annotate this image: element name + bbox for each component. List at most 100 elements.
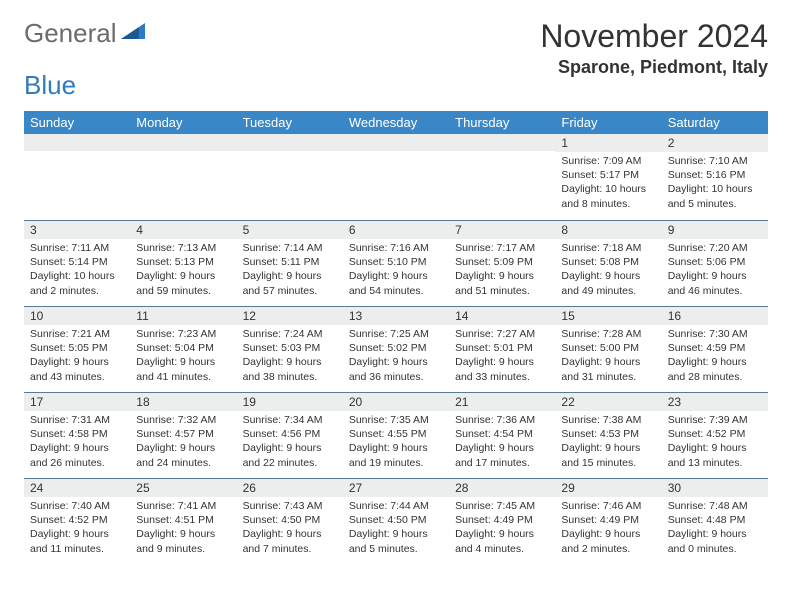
day-number: 11 <box>130 306 236 325</box>
calendar-day-cell: 29Sunrise: 7:46 AMSunset: 4:49 PMDayligh… <box>555 478 661 564</box>
weekday-header: Tuesday <box>237 111 343 134</box>
day-details: Sunrise: 7:41 AMSunset: 4:51 PMDaylight:… <box>130 497 236 560</box>
day-details: Sunrise: 7:32 AMSunset: 4:57 PMDaylight:… <box>130 411 236 474</box>
calendar-day-cell: 25Sunrise: 7:41 AMSunset: 4:51 PMDayligh… <box>130 478 236 564</box>
logo-triangle-icon <box>121 21 147 46</box>
location: Sparone, Piedmont, Italy <box>540 57 768 78</box>
calendar-week-row: 17Sunrise: 7:31 AMSunset: 4:58 PMDayligh… <box>24 392 768 478</box>
day-details: Sunrise: 7:10 AMSunset: 5:16 PMDaylight:… <box>662 152 768 215</box>
day-details: Sunrise: 7:09 AMSunset: 5:17 PMDaylight:… <box>555 152 661 215</box>
calendar-day-cell: 22Sunrise: 7:38 AMSunset: 4:53 PMDayligh… <box>555 392 661 478</box>
day-number: 2 <box>662 134 768 152</box>
day-number: 9 <box>662 220 768 239</box>
calendar-day-cell: 6Sunrise: 7:16 AMSunset: 5:10 PMDaylight… <box>343 220 449 306</box>
calendar-day-cell: 18Sunrise: 7:32 AMSunset: 4:57 PMDayligh… <box>130 392 236 478</box>
day-number: 23 <box>662 392 768 411</box>
logo-text-blue: Blue <box>24 70 76 101</box>
calendar-day-cell: 26Sunrise: 7:43 AMSunset: 4:50 PMDayligh… <box>237 478 343 564</box>
day-details: Sunrise: 7:38 AMSunset: 4:53 PMDaylight:… <box>555 411 661 474</box>
day-details: Sunrise: 7:17 AMSunset: 5:09 PMDaylight:… <box>449 239 555 302</box>
calendar-day-cell: 17Sunrise: 7:31 AMSunset: 4:58 PMDayligh… <box>24 392 130 478</box>
day-number: 15 <box>555 306 661 325</box>
day-details: Sunrise: 7:14 AMSunset: 5:11 PMDaylight:… <box>237 239 343 302</box>
logo-text-general: General <box>24 18 117 49</box>
calendar-day-cell: 16Sunrise: 7:30 AMSunset: 4:59 PMDayligh… <box>662 306 768 392</box>
day-details: Sunrise: 7:39 AMSunset: 4:52 PMDaylight:… <box>662 411 768 474</box>
day-details: Sunrise: 7:18 AMSunset: 5:08 PMDaylight:… <box>555 239 661 302</box>
day-number: 6 <box>343 220 449 239</box>
day-details: Sunrise: 7:27 AMSunset: 5:01 PMDaylight:… <box>449 325 555 388</box>
day-details: Sunrise: 7:24 AMSunset: 5:03 PMDaylight:… <box>237 325 343 388</box>
calendar-day-cell: 15Sunrise: 7:28 AMSunset: 5:00 PMDayligh… <box>555 306 661 392</box>
calendar-day-cell: 8Sunrise: 7:18 AMSunset: 5:08 PMDaylight… <box>555 220 661 306</box>
day-number: 28 <box>449 478 555 497</box>
weekday-header: Wednesday <box>343 111 449 134</box>
calendar-week-row: 10Sunrise: 7:21 AMSunset: 5:05 PMDayligh… <box>24 306 768 392</box>
day-number: 10 <box>24 306 130 325</box>
day-details: Sunrise: 7:21 AMSunset: 5:05 PMDaylight:… <box>24 325 130 388</box>
day-number: 20 <box>343 392 449 411</box>
day-details: Sunrise: 7:13 AMSunset: 5:13 PMDaylight:… <box>130 239 236 302</box>
calendar-body: 1Sunrise: 7:09 AMSunset: 5:17 PMDaylight… <box>24 134 768 564</box>
calendar-week-row: 24Sunrise: 7:40 AMSunset: 4:52 PMDayligh… <box>24 478 768 564</box>
calendar-day-cell <box>130 134 236 220</box>
calendar-day-cell: 10Sunrise: 7:21 AMSunset: 5:05 PMDayligh… <box>24 306 130 392</box>
calendar-day-cell: 1Sunrise: 7:09 AMSunset: 5:17 PMDaylight… <box>555 134 661 220</box>
day-number: 8 <box>555 220 661 239</box>
day-number: 16 <box>662 306 768 325</box>
day-details: Sunrise: 7:20 AMSunset: 5:06 PMDaylight:… <box>662 239 768 302</box>
day-details: Sunrise: 7:11 AMSunset: 5:14 PMDaylight:… <box>24 239 130 302</box>
calendar-day-cell: 11Sunrise: 7:23 AMSunset: 5:04 PMDayligh… <box>130 306 236 392</box>
day-details: Sunrise: 7:40 AMSunset: 4:52 PMDaylight:… <box>24 497 130 560</box>
calendar-day-cell: 28Sunrise: 7:45 AMSunset: 4:49 PMDayligh… <box>449 478 555 564</box>
calendar-day-cell: 9Sunrise: 7:20 AMSunset: 5:06 PMDaylight… <box>662 220 768 306</box>
day-number: 4 <box>130 220 236 239</box>
calendar-table: SundayMondayTuesdayWednesdayThursdayFrid… <box>24 111 768 564</box>
day-details: Sunrise: 7:46 AMSunset: 4:49 PMDaylight:… <box>555 497 661 560</box>
day-details: Sunrise: 7:23 AMSunset: 5:04 PMDaylight:… <box>130 325 236 388</box>
weekday-header: Friday <box>555 111 661 134</box>
calendar-day-cell: 20Sunrise: 7:35 AMSunset: 4:55 PMDayligh… <box>343 392 449 478</box>
month-title: November 2024 <box>540 18 768 55</box>
title-block: November 2024 Sparone, Piedmont, Italy <box>540 18 768 78</box>
day-number: 17 <box>24 392 130 411</box>
day-details: Sunrise: 7:43 AMSunset: 4:50 PMDaylight:… <box>237 497 343 560</box>
calendar-day-cell: 23Sunrise: 7:39 AMSunset: 4:52 PMDayligh… <box>662 392 768 478</box>
weekday-header: Thursday <box>449 111 555 134</box>
calendar-day-cell: 14Sunrise: 7:27 AMSunset: 5:01 PMDayligh… <box>449 306 555 392</box>
empty-day-strip <box>237 134 343 151</box>
calendar-day-cell <box>237 134 343 220</box>
day-number: 30 <box>662 478 768 497</box>
day-details: Sunrise: 7:28 AMSunset: 5:00 PMDaylight:… <box>555 325 661 388</box>
calendar-day-cell: 7Sunrise: 7:17 AMSunset: 5:09 PMDaylight… <box>449 220 555 306</box>
calendar-day-cell <box>24 134 130 220</box>
day-number: 27 <box>343 478 449 497</box>
day-details: Sunrise: 7:31 AMSunset: 4:58 PMDaylight:… <box>24 411 130 474</box>
day-number: 19 <box>237 392 343 411</box>
calendar-day-cell: 12Sunrise: 7:24 AMSunset: 5:03 PMDayligh… <box>237 306 343 392</box>
day-details: Sunrise: 7:48 AMSunset: 4:48 PMDaylight:… <box>662 497 768 560</box>
calendar-day-cell: 24Sunrise: 7:40 AMSunset: 4:52 PMDayligh… <box>24 478 130 564</box>
calendar-day-cell <box>449 134 555 220</box>
calendar-day-cell: 3Sunrise: 7:11 AMSunset: 5:14 PMDaylight… <box>24 220 130 306</box>
weekday-header: Saturday <box>662 111 768 134</box>
weekday-header: Monday <box>130 111 236 134</box>
calendar-day-cell: 30Sunrise: 7:48 AMSunset: 4:48 PMDayligh… <box>662 478 768 564</box>
day-number: 7 <box>449 220 555 239</box>
calendar-week-row: 3Sunrise: 7:11 AMSunset: 5:14 PMDaylight… <box>24 220 768 306</box>
day-number: 5 <box>237 220 343 239</box>
day-details: Sunrise: 7:16 AMSunset: 5:10 PMDaylight:… <box>343 239 449 302</box>
day-number: 3 <box>24 220 130 239</box>
day-details: Sunrise: 7:34 AMSunset: 4:56 PMDaylight:… <box>237 411 343 474</box>
empty-day-strip <box>343 134 449 151</box>
day-number: 24 <box>24 478 130 497</box>
calendar-day-cell: 4Sunrise: 7:13 AMSunset: 5:13 PMDaylight… <box>130 220 236 306</box>
day-number: 25 <box>130 478 236 497</box>
day-number: 21 <box>449 392 555 411</box>
day-number: 29 <box>555 478 661 497</box>
day-details: Sunrise: 7:44 AMSunset: 4:50 PMDaylight:… <box>343 497 449 560</box>
calendar-day-cell: 19Sunrise: 7:34 AMSunset: 4:56 PMDayligh… <box>237 392 343 478</box>
calendar-day-cell <box>343 134 449 220</box>
empty-day-strip <box>449 134 555 151</box>
day-number: 13 <box>343 306 449 325</box>
